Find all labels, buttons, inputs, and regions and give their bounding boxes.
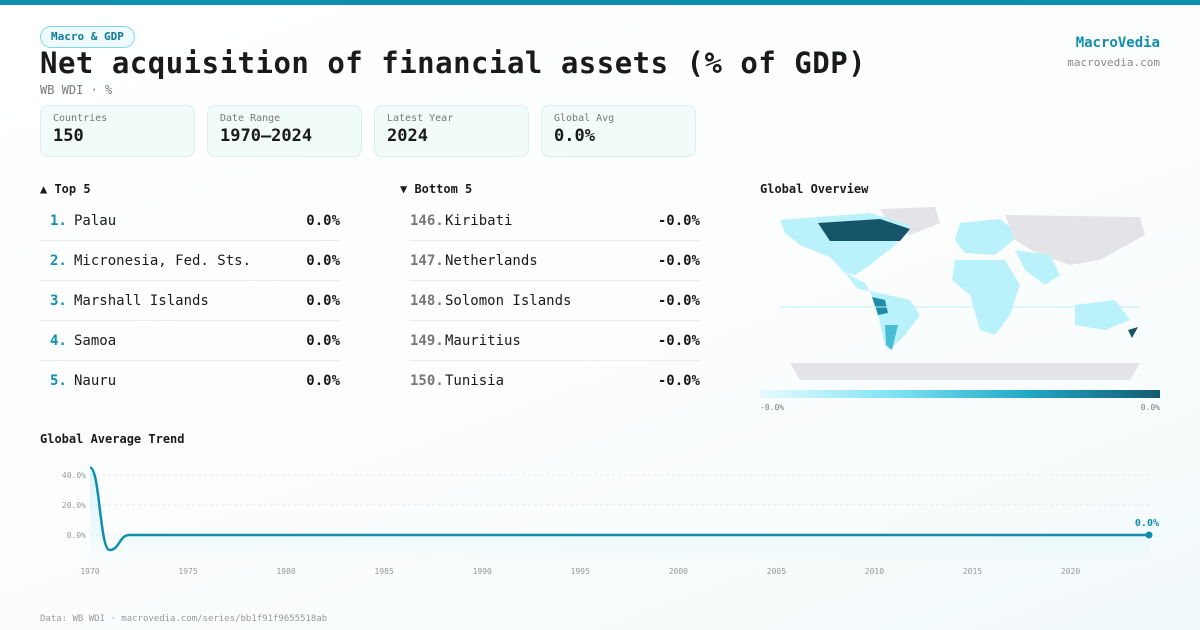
x-tick-label: 1995 bbox=[571, 567, 590, 576]
stat-value: 2024 bbox=[387, 126, 428, 146]
country: Micronesia, Fed. Sts. bbox=[74, 252, 252, 269]
country: Kiribati bbox=[445, 212, 513, 229]
value: -0.0% bbox=[657, 292, 700, 309]
list-item[interactable]: 147. Netherlands -0.0% bbox=[410, 241, 700, 281]
stat-label: Date Range bbox=[220, 113, 281, 124]
country: Palau bbox=[74, 212, 117, 229]
country: Samoa bbox=[74, 332, 117, 349]
x-tick-label: 2000 bbox=[669, 567, 688, 576]
rank: 146. bbox=[410, 212, 444, 229]
list-item[interactable]: 4. Samoa 0.0% bbox=[40, 321, 340, 361]
color-scale-bar bbox=[760, 390, 1160, 398]
value: -0.0% bbox=[657, 332, 700, 349]
rank: 2. bbox=[50, 252, 67, 269]
x-tick-label: 1985 bbox=[375, 567, 394, 576]
stat-value: 0.0% bbox=[554, 126, 595, 146]
value: 0.0% bbox=[306, 332, 340, 349]
map-africa bbox=[952, 260, 1020, 335]
map-heading: Global Overview bbox=[760, 182, 869, 196]
rank: 5. bbox=[50, 373, 67, 389]
x-tick-label: 1975 bbox=[178, 567, 197, 576]
y-tick-label: 0.0% bbox=[67, 531, 86, 540]
list-item[interactable]: 5. Nauru 0.0% bbox=[40, 361, 340, 401]
map-canada bbox=[818, 219, 910, 241]
end-point-marker[interactable] bbox=[1145, 531, 1153, 539]
list-item[interactable]: 149. Mauritius -0.0% bbox=[410, 321, 700, 361]
x-tick-label: 2010 bbox=[865, 567, 884, 576]
value: -0.0% bbox=[657, 373, 700, 389]
list-item[interactable]: 148. Solomon Islands -0.0% bbox=[410, 281, 700, 321]
list-item[interactable]: 3. Marshall Islands 0.0% bbox=[40, 281, 340, 321]
chart-title: Global Average Trend bbox=[40, 432, 185, 446]
list-item[interactable]: 1. Palau 0.0% bbox=[40, 201, 340, 241]
subtitle: WB WDI · % bbox=[40, 83, 113, 97]
list-item[interactable]: 146. Kiribati -0.0% bbox=[410, 201, 700, 241]
rank: 147. bbox=[410, 252, 444, 269]
rank: 1. bbox=[50, 212, 67, 229]
page-title: Net acquisition of financial assets (% o… bbox=[40, 46, 867, 80]
trend-line bbox=[88, 466, 1149, 552]
bottom5-list: 146. Kiribati -0.0% 147. Netherlands -0.0% 1… bbox=[410, 201, 700, 401]
stat-value: 1970–2024 bbox=[220, 126, 313, 146]
stat-label: Global Avg bbox=[554, 113, 615, 124]
value: -0.0% bbox=[657, 252, 700, 269]
bottom5-heading: ▼ Bottom 5 bbox=[400, 182, 473, 196]
top5-heading: ▲ Top 5 bbox=[40, 182, 91, 196]
country: Marshall Islands bbox=[74, 292, 209, 309]
country: Mauritius bbox=[445, 332, 521, 349]
brand-url[interactable]: macrovedia.com bbox=[1067, 56, 1160, 69]
rank: 150. bbox=[410, 373, 444, 389]
map-peru bbox=[872, 297, 888, 315]
y-tick-label: 20.0% bbox=[62, 501, 86, 510]
top-accent-bar bbox=[0, 0, 1200, 5]
x-tick-label: 1980 bbox=[276, 567, 295, 576]
value: -0.0% bbox=[657, 212, 700, 229]
list-item[interactable]: 150. Tunisia -0.0% bbox=[410, 361, 700, 401]
value: 0.0% bbox=[306, 373, 340, 389]
map-antarctica bbox=[790, 363, 1140, 380]
map-argentina bbox=[885, 325, 898, 350]
map-south-asia bbox=[1015, 250, 1060, 285]
rank: 3. bbox=[50, 292, 67, 309]
world-map[interactable] bbox=[760, 205, 1160, 385]
category-badge[interactable]: Macro & GDP bbox=[40, 26, 135, 48]
stat-value: 150 bbox=[53, 126, 84, 146]
stat-countries: Countries 150 bbox=[40, 105, 195, 157]
top5-list: 1. Palau 0.0% 2. Micronesia, Fed. Sts. 0.0% … bbox=[40, 201, 340, 401]
footer-source: Data: WB WDI · macrovedia.com/series/bb1… bbox=[40, 614, 328, 624]
y-tick-label: 40.0% bbox=[62, 471, 86, 480]
map-russia-asia bbox=[1005, 215, 1145, 265]
country: Netherlands bbox=[445, 252, 538, 269]
x-tick-label: 2005 bbox=[767, 567, 786, 576]
x-tick-label: 1990 bbox=[473, 567, 492, 576]
stat-label: Latest Year bbox=[387, 113, 454, 124]
value: 0.0% bbox=[306, 212, 340, 229]
map-central-america bbox=[845, 273, 870, 291]
rank: 149. bbox=[410, 332, 444, 349]
trend-chart[interactable]: 0.0% 20.0% 40.0% 1970 1975 1980 1985 1990 1995 20… bbox=[0, 450, 1200, 585]
stat-label: Countries bbox=[53, 113, 108, 124]
map-europe bbox=[955, 219, 1020, 255]
x-tick-label: 2015 bbox=[963, 567, 982, 576]
country: Tunisia bbox=[445, 373, 505, 389]
end-value-label: 0.0% bbox=[1135, 518, 1159, 529]
trend-area bbox=[90, 467, 1149, 560]
rank: 148. bbox=[410, 292, 444, 309]
stat-global-avg: Global Avg 0.0% bbox=[541, 105, 696, 157]
map-new-zealand bbox=[1128, 327, 1138, 338]
x-tick-label: 2020 bbox=[1061, 567, 1080, 576]
legend-min: -0.0% bbox=[760, 403, 785, 412]
country: Nauru bbox=[74, 373, 117, 389]
value: 0.0% bbox=[306, 252, 340, 269]
map-australia bbox=[1075, 300, 1130, 330]
list-item[interactable]: 2. Micronesia, Fed. Sts. 0.0% bbox=[40, 241, 340, 281]
country: Solomon Islands bbox=[445, 292, 572, 309]
stat-date-range: Date Range 1970–2024 bbox=[207, 105, 362, 157]
brand-name[interactable]: MacroVedia bbox=[1075, 35, 1160, 51]
rank: 4. bbox=[50, 332, 67, 349]
x-tick-label: 1970 bbox=[80, 567, 99, 576]
stat-latest-year: Latest Year 2024 bbox=[374, 105, 529, 157]
legend-max: 0.0% bbox=[1140, 403, 1160, 412]
value: 0.0% bbox=[306, 292, 340, 309]
